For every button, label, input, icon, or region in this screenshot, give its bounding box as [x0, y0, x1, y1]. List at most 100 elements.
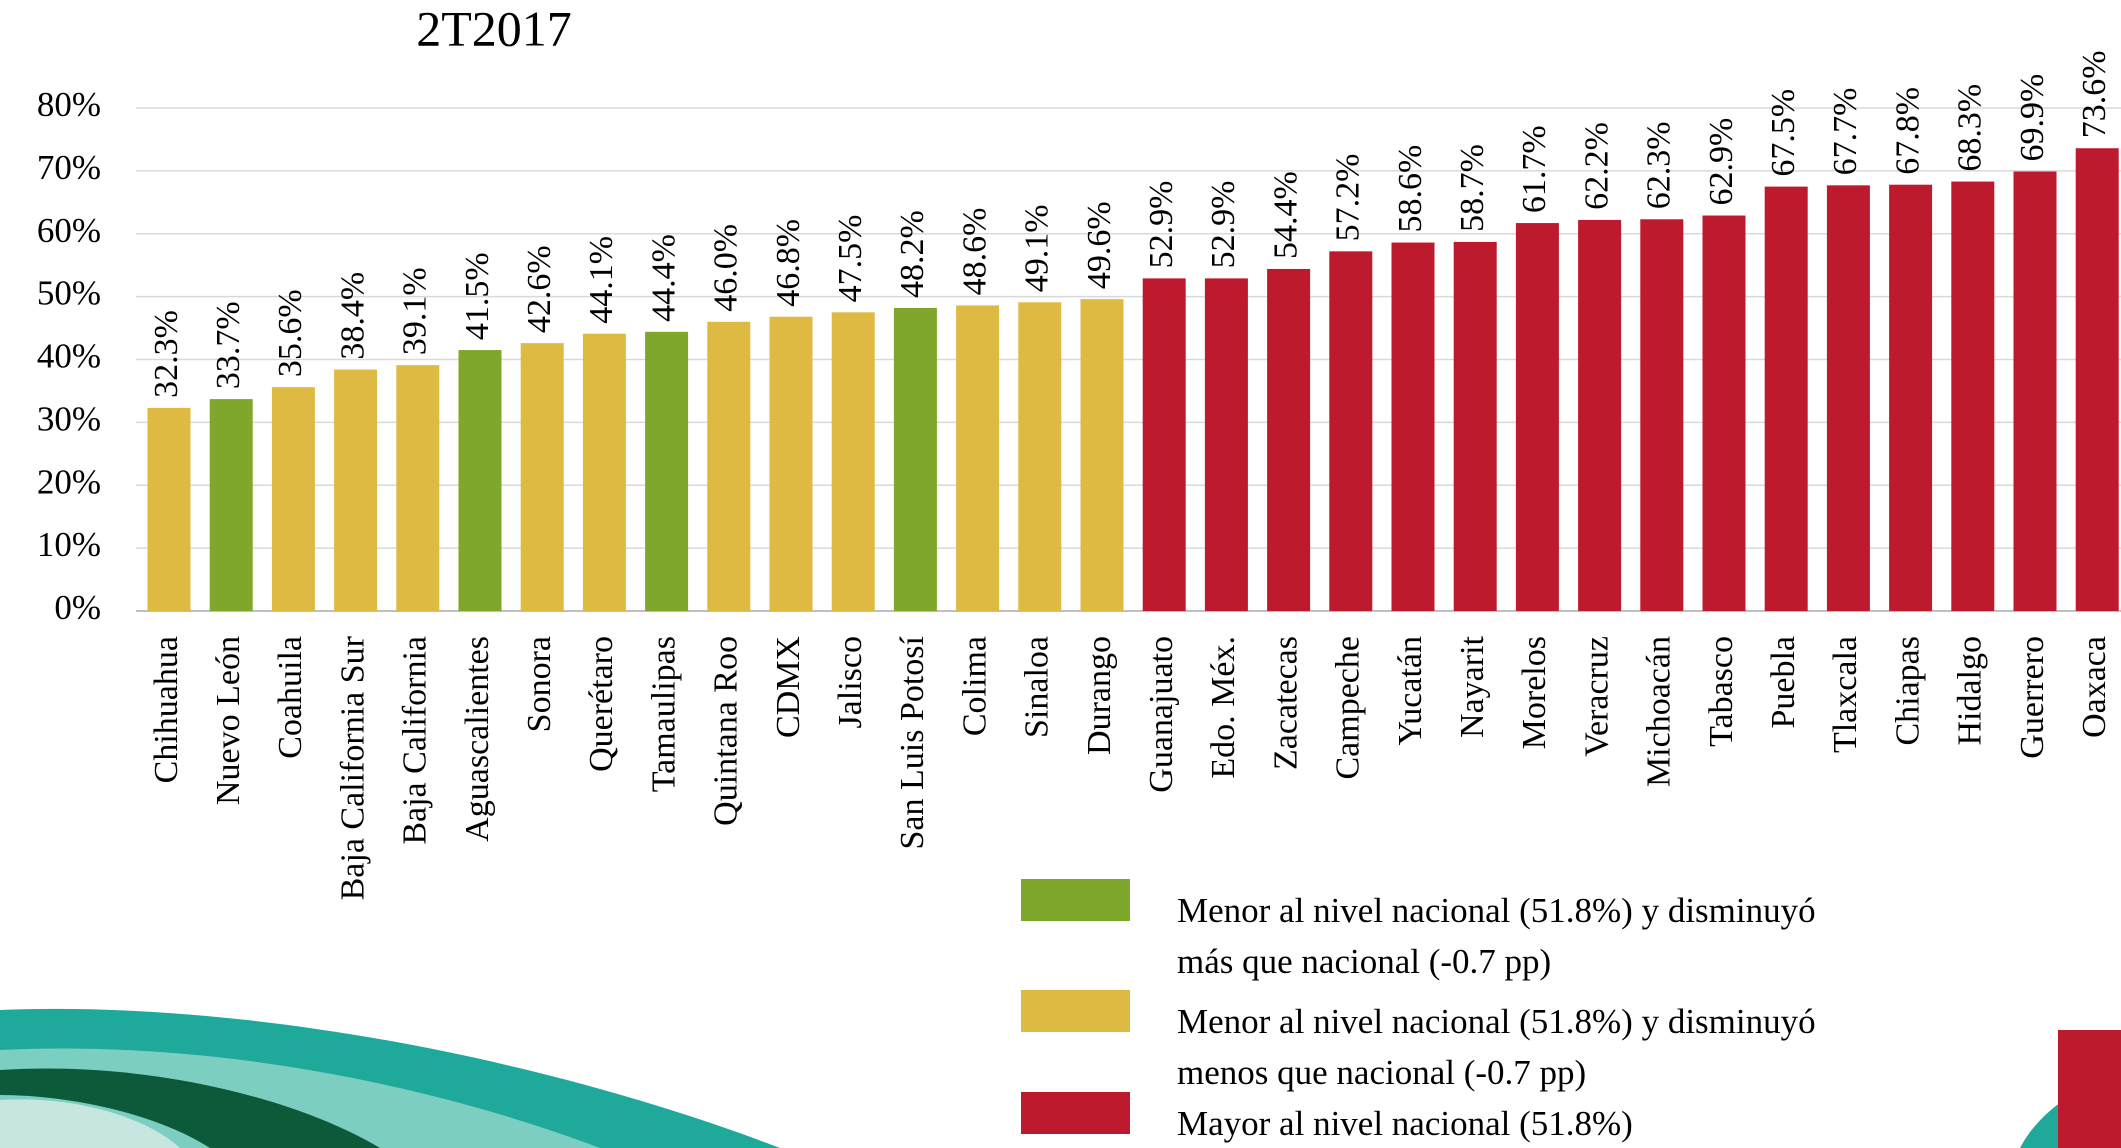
x-tick-label: Coahuila [272, 636, 309, 759]
x-tick-label: Veracruz [1578, 636, 1615, 757]
value-label: 38.4% [334, 272, 371, 360]
x-tick-label: Michoacán [1641, 636, 1678, 787]
bar [272, 387, 315, 611]
value-label: 52.9% [1205, 181, 1242, 269]
value-label: 46.0% [708, 224, 745, 312]
bar [521, 343, 564, 611]
value-label: 52.9% [1143, 181, 1180, 269]
x-tick-label: Morelos [1516, 636, 1553, 749]
x-tick-label: Chihuahua [148, 636, 185, 783]
bar [894, 308, 937, 611]
x-tick-label: Nuevo León [210, 636, 247, 805]
x-tick-label: Nayarit [1454, 635, 1491, 738]
value-label: 42.6% [521, 245, 558, 333]
x-tick-label: Tlaxcala [1827, 636, 1864, 753]
value-label: 57.2% [1330, 154, 1367, 242]
bar [1205, 278, 1248, 611]
value-label: 62.3% [1641, 121, 1678, 209]
value-label: 49.1% [1019, 204, 1056, 292]
legend-label: Menor al nivel nacional (51.8%) y dismin… [1177, 891, 1816, 930]
x-tick-label: CDMX [770, 636, 807, 738]
value-label: 49.6% [1081, 201, 1118, 289]
bar [2076, 148, 2119, 611]
chart: 2T2017 0%10%20%30%40%50%60%70%80%32.3%Ch… [0, 0, 2121, 1148]
chart-title: 2T2017 [416, 0, 572, 56]
legend-label: Mayor al nivel nacional (51.8%) [1177, 1104, 1633, 1143]
x-tick-label: Tabasco [1703, 636, 1740, 747]
value-label: 61.7% [1516, 125, 1553, 213]
bar [1267, 269, 1310, 611]
legend-swatch [1021, 1092, 1130, 1134]
bar [1454, 242, 1497, 611]
legend-swatch [1021, 990, 1130, 1032]
value-label: 33.7% [210, 301, 247, 389]
x-tick-label: Edo. Méx. [1205, 636, 1242, 779]
value-label: 48.6% [956, 208, 993, 296]
bar [210, 399, 253, 611]
legend-label: Menor al nivel nacional (51.8%) y dismin… [1177, 1002, 1816, 1041]
value-label: 68.3% [1952, 84, 1989, 172]
value-label: 39.1% [397, 267, 434, 355]
x-tick-label: Guerrero [2014, 636, 2051, 759]
x-tick-label: Colima [956, 636, 993, 736]
y-tick-label: 60% [37, 211, 101, 250]
y-tick-label: 40% [37, 337, 101, 376]
value-label: 58.7% [1454, 144, 1491, 232]
x-tick-label: Guanajuato [1143, 636, 1180, 793]
y-tick-label: 70% [37, 148, 101, 187]
x-tick-label: Baja California [397, 636, 434, 845]
y-tick-label: 20% [37, 462, 101, 501]
x-tick-label: Tamaulipas [645, 636, 682, 792]
value-label: 46.8% [770, 219, 807, 307]
x-tick-label: Durango [1081, 636, 1118, 755]
bar [1329, 251, 1372, 611]
x-tick-label: Chiapas [1889, 636, 1926, 746]
x-tick-label: Hidalgo [1952, 636, 1989, 746]
bar [459, 350, 502, 611]
x-tick-label: Querétaro [583, 636, 620, 772]
bar [1143, 278, 1186, 611]
value-label: 67.5% [1765, 89, 1802, 177]
value-label: 58.6% [1392, 145, 1429, 233]
x-tick-label: Campeche [1330, 636, 1367, 780]
bar [1889, 185, 1932, 611]
x-tick-label: Sinaloa [1019, 636, 1056, 738]
x-tick-label: Oaxaca [2076, 636, 2113, 738]
value-label: 48.2% [894, 210, 931, 298]
bar [1765, 187, 1808, 611]
value-label: 35.6% [272, 289, 309, 377]
y-tick-label: 30% [37, 399, 101, 438]
value-label: 41.5% [459, 252, 496, 340]
legend-label: menos que nacional (-0.7 pp) [1177, 1053, 1586, 1092]
x-tick-label: Yucatán [1392, 636, 1429, 746]
value-label: 44.4% [645, 234, 682, 322]
bar [1703, 216, 1746, 611]
bar [956, 305, 999, 611]
bar [1640, 219, 1683, 611]
legend-swatch [1021, 879, 1130, 921]
x-tick-label: San Luis Potosí [894, 635, 931, 849]
bar [396, 365, 439, 611]
x-tick-label: Quintana Roo [708, 636, 745, 826]
value-label: 67.7% [1827, 88, 1864, 176]
value-label: 54.4% [1267, 171, 1304, 259]
x-tick-label: Baja California Sur [334, 635, 371, 900]
value-label: 73.6% [2076, 50, 2113, 138]
value-label: 47.5% [832, 215, 869, 303]
bar [770, 317, 813, 611]
y-tick-label: 50% [37, 274, 101, 313]
bar [2014, 172, 2057, 611]
value-label: 62.9% [1703, 118, 1740, 206]
value-label: 69.9% [2014, 74, 2051, 162]
x-tick-label: Zacatecas [1267, 636, 1304, 770]
legend-label: más que nacional (-0.7 pp) [1177, 942, 1551, 981]
value-label: 32.3% [148, 310, 185, 398]
bar [1578, 220, 1621, 611]
bar [148, 408, 191, 611]
bar [1827, 185, 1870, 611]
bar [1018, 302, 1061, 611]
value-label: 67.8% [1889, 87, 1926, 175]
bar [583, 334, 626, 611]
bar [334, 370, 377, 611]
x-tick-label: Aguascalientes [459, 636, 496, 842]
